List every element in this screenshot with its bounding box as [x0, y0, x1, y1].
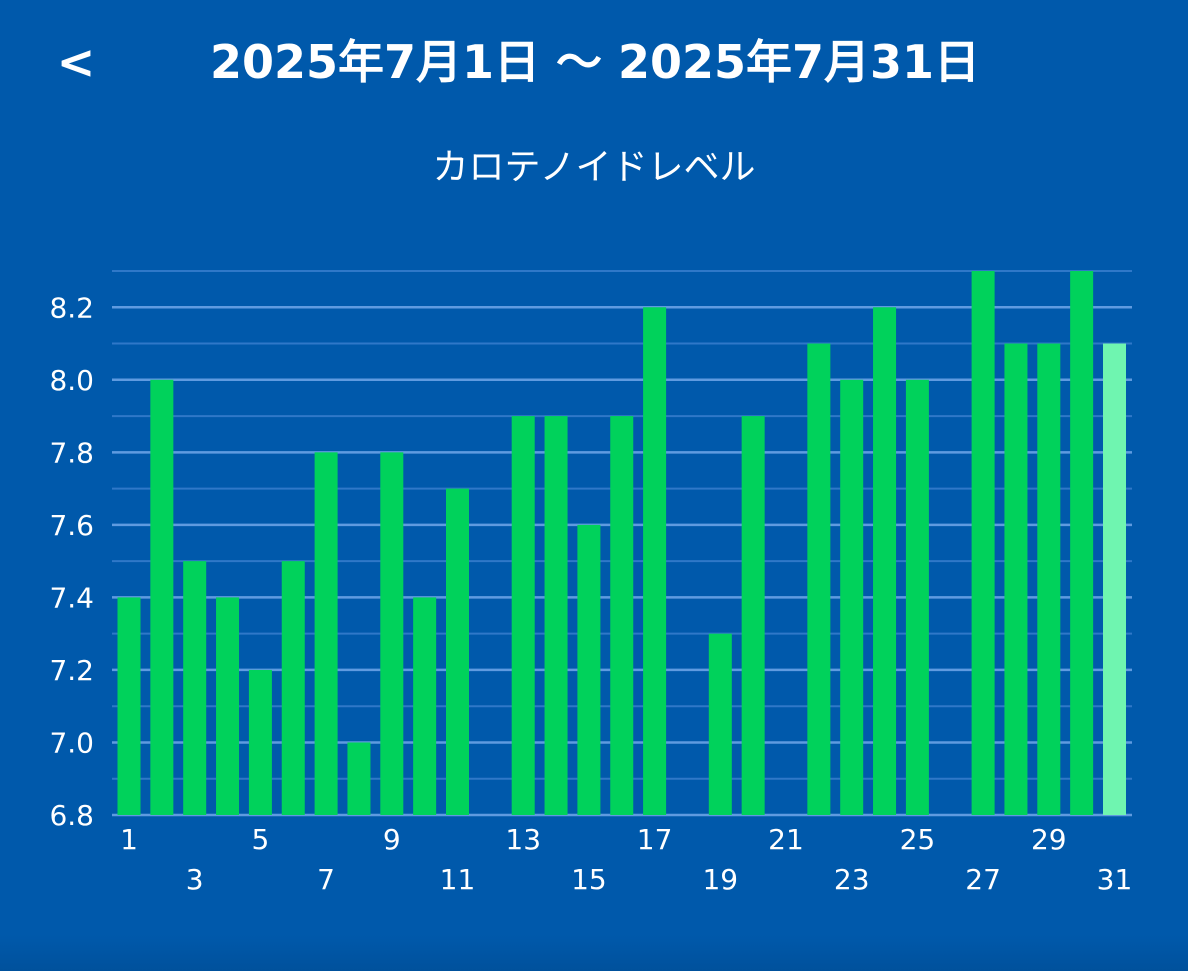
- bar: [741, 416, 765, 815]
- bottom-edge: [0, 935, 1188, 971]
- x-tick-label-bottom: 7: [317, 863, 335, 896]
- bar: [873, 307, 897, 815]
- back-button[interactable]: <: [56, 35, 96, 89]
- bar: [905, 379, 929, 815]
- bar: [150, 379, 174, 815]
- y-tick-label: 8.2: [49, 291, 94, 324]
- bar: [347, 742, 371, 815]
- x-tick-label-top: 1: [120, 823, 138, 856]
- x-tick-label-top: 13: [505, 823, 541, 856]
- bar: [281, 561, 305, 815]
- bar: [380, 452, 404, 815]
- x-tick-label-top: 21: [768, 823, 804, 856]
- bar: [708, 633, 732, 815]
- bar-selected: [1103, 343, 1126, 815]
- bar: [1037, 343, 1061, 815]
- bar: [216, 597, 240, 815]
- x-tick-label-top: 25: [900, 823, 936, 856]
- header: < 2025年7月1日 〜 2025年7月31日: [0, 0, 1188, 130]
- bar: [1070, 271, 1094, 815]
- x-tick-label-top: 5: [251, 823, 269, 856]
- chart-title: カロテノイドレベル: [432, 147, 756, 188]
- y-tick-label: 7.8: [49, 436, 94, 469]
- bar: [183, 561, 207, 815]
- y-tick-label: 7.6: [49, 509, 94, 542]
- date-range-title: 2025年7月1日 〜 2025年7月31日: [209, 35, 981, 89]
- x-tick-label-top: 9: [383, 823, 401, 856]
- bar: [807, 343, 831, 815]
- x-tick-label-top: 17: [637, 823, 673, 856]
- x-tick-label-bottom: 15: [571, 863, 607, 896]
- bar: [314, 452, 338, 815]
- bar: [840, 379, 864, 815]
- y-tick-label: 6.8: [49, 799, 94, 832]
- x-tick-label-bottom: 11: [440, 863, 476, 896]
- bar: [971, 271, 995, 815]
- x-tick-label-bottom: 23: [834, 863, 870, 896]
- x-tick-label-bottom: 19: [702, 863, 738, 896]
- x-tick-label-bottom: 3: [186, 863, 204, 896]
- x-tick-label-bottom: 27: [965, 863, 1001, 896]
- y-tick-label: 8.0: [49, 364, 94, 397]
- bar: [511, 416, 535, 815]
- y-tick-label: 7.2: [49, 654, 94, 687]
- bar: [643, 307, 667, 815]
- y-tick-label: 7.0: [49, 726, 94, 759]
- bar: [577, 524, 601, 815]
- bar: [248, 669, 272, 815]
- x-tick-label-top: 29: [1031, 823, 1067, 856]
- bar: [1004, 343, 1028, 815]
- x-tick-label-bottom: 31: [1097, 863, 1133, 896]
- bar: [446, 488, 469, 815]
- bar: [610, 416, 634, 815]
- bar: [413, 597, 437, 815]
- y-tick-label: 7.4: [49, 581, 94, 614]
- bar: [117, 597, 141, 815]
- bar: [544, 416, 568, 815]
